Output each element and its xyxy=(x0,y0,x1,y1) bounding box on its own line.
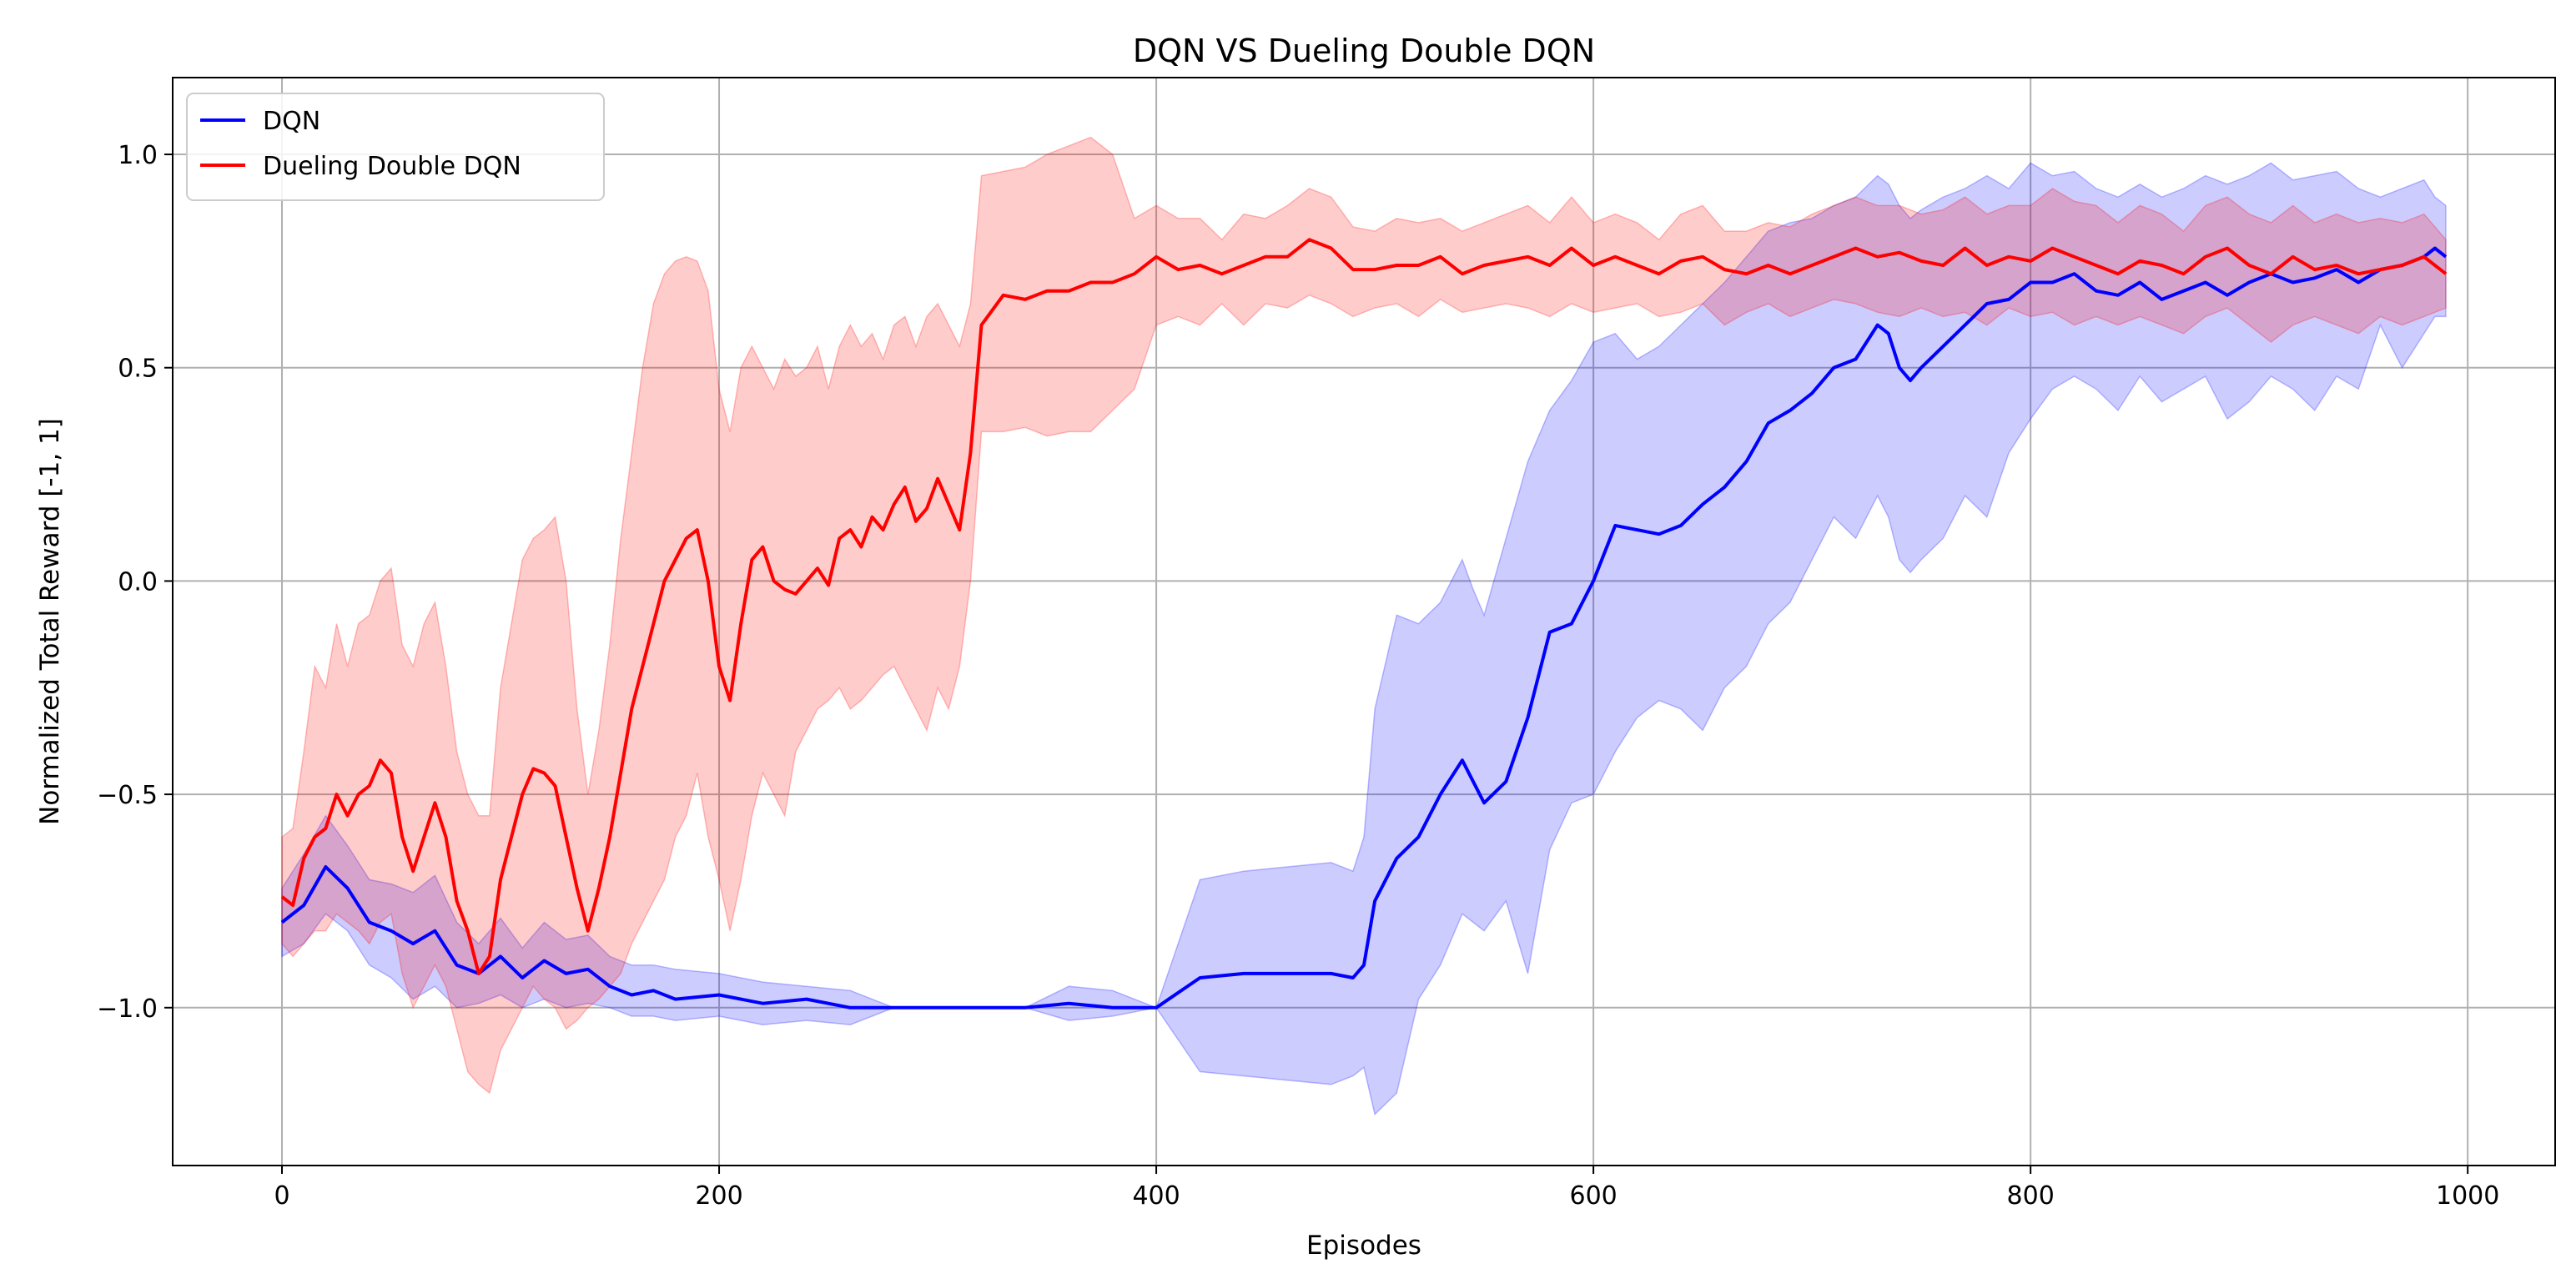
line-dueling-double-dqn xyxy=(280,238,2448,975)
y-tick-label: −1.0 xyxy=(97,994,158,1024)
y-axis-label: Normalized Total Reward [-1, 1] xyxy=(35,418,65,825)
x-tick-label: 200 xyxy=(695,1181,742,1211)
x-tick-label: 0 xyxy=(274,1181,289,1211)
plot-frame xyxy=(172,77,2556,1166)
band-dueling-double-dqn xyxy=(281,136,2447,1095)
line-dqn xyxy=(280,246,2448,1010)
legend-box xyxy=(186,93,605,201)
x-axis-ticks: 0 200 400 600 800 1000 xyxy=(274,1166,2499,1211)
legend: DQN Dueling Double DQN xyxy=(186,93,605,201)
legend-label-dqn: DQN xyxy=(263,107,320,136)
series-lines xyxy=(280,238,2448,1010)
y-tick-label: −0.5 xyxy=(97,781,158,810)
x-tick-label: 400 xyxy=(1132,1181,1180,1211)
y-tick-label: 0.0 xyxy=(118,567,158,597)
x-tick-label: 800 xyxy=(2007,1181,2055,1211)
x-tick-label: 600 xyxy=(1569,1181,1617,1211)
legend-label-dueling-double-dqn: Dueling Double DQN xyxy=(263,152,521,181)
chart-title: DQN VS Dueling Double DQN xyxy=(1133,33,1595,69)
x-axis-label: Episodes xyxy=(1306,1231,1421,1261)
y-tick-label: 0.5 xyxy=(118,355,158,384)
x-tick-label: 1000 xyxy=(2436,1181,2499,1211)
y-axis-ticks: −1.0 −0.5 0.0 0.5 1.0 xyxy=(97,141,173,1024)
y-tick-label: 1.0 xyxy=(118,141,158,170)
